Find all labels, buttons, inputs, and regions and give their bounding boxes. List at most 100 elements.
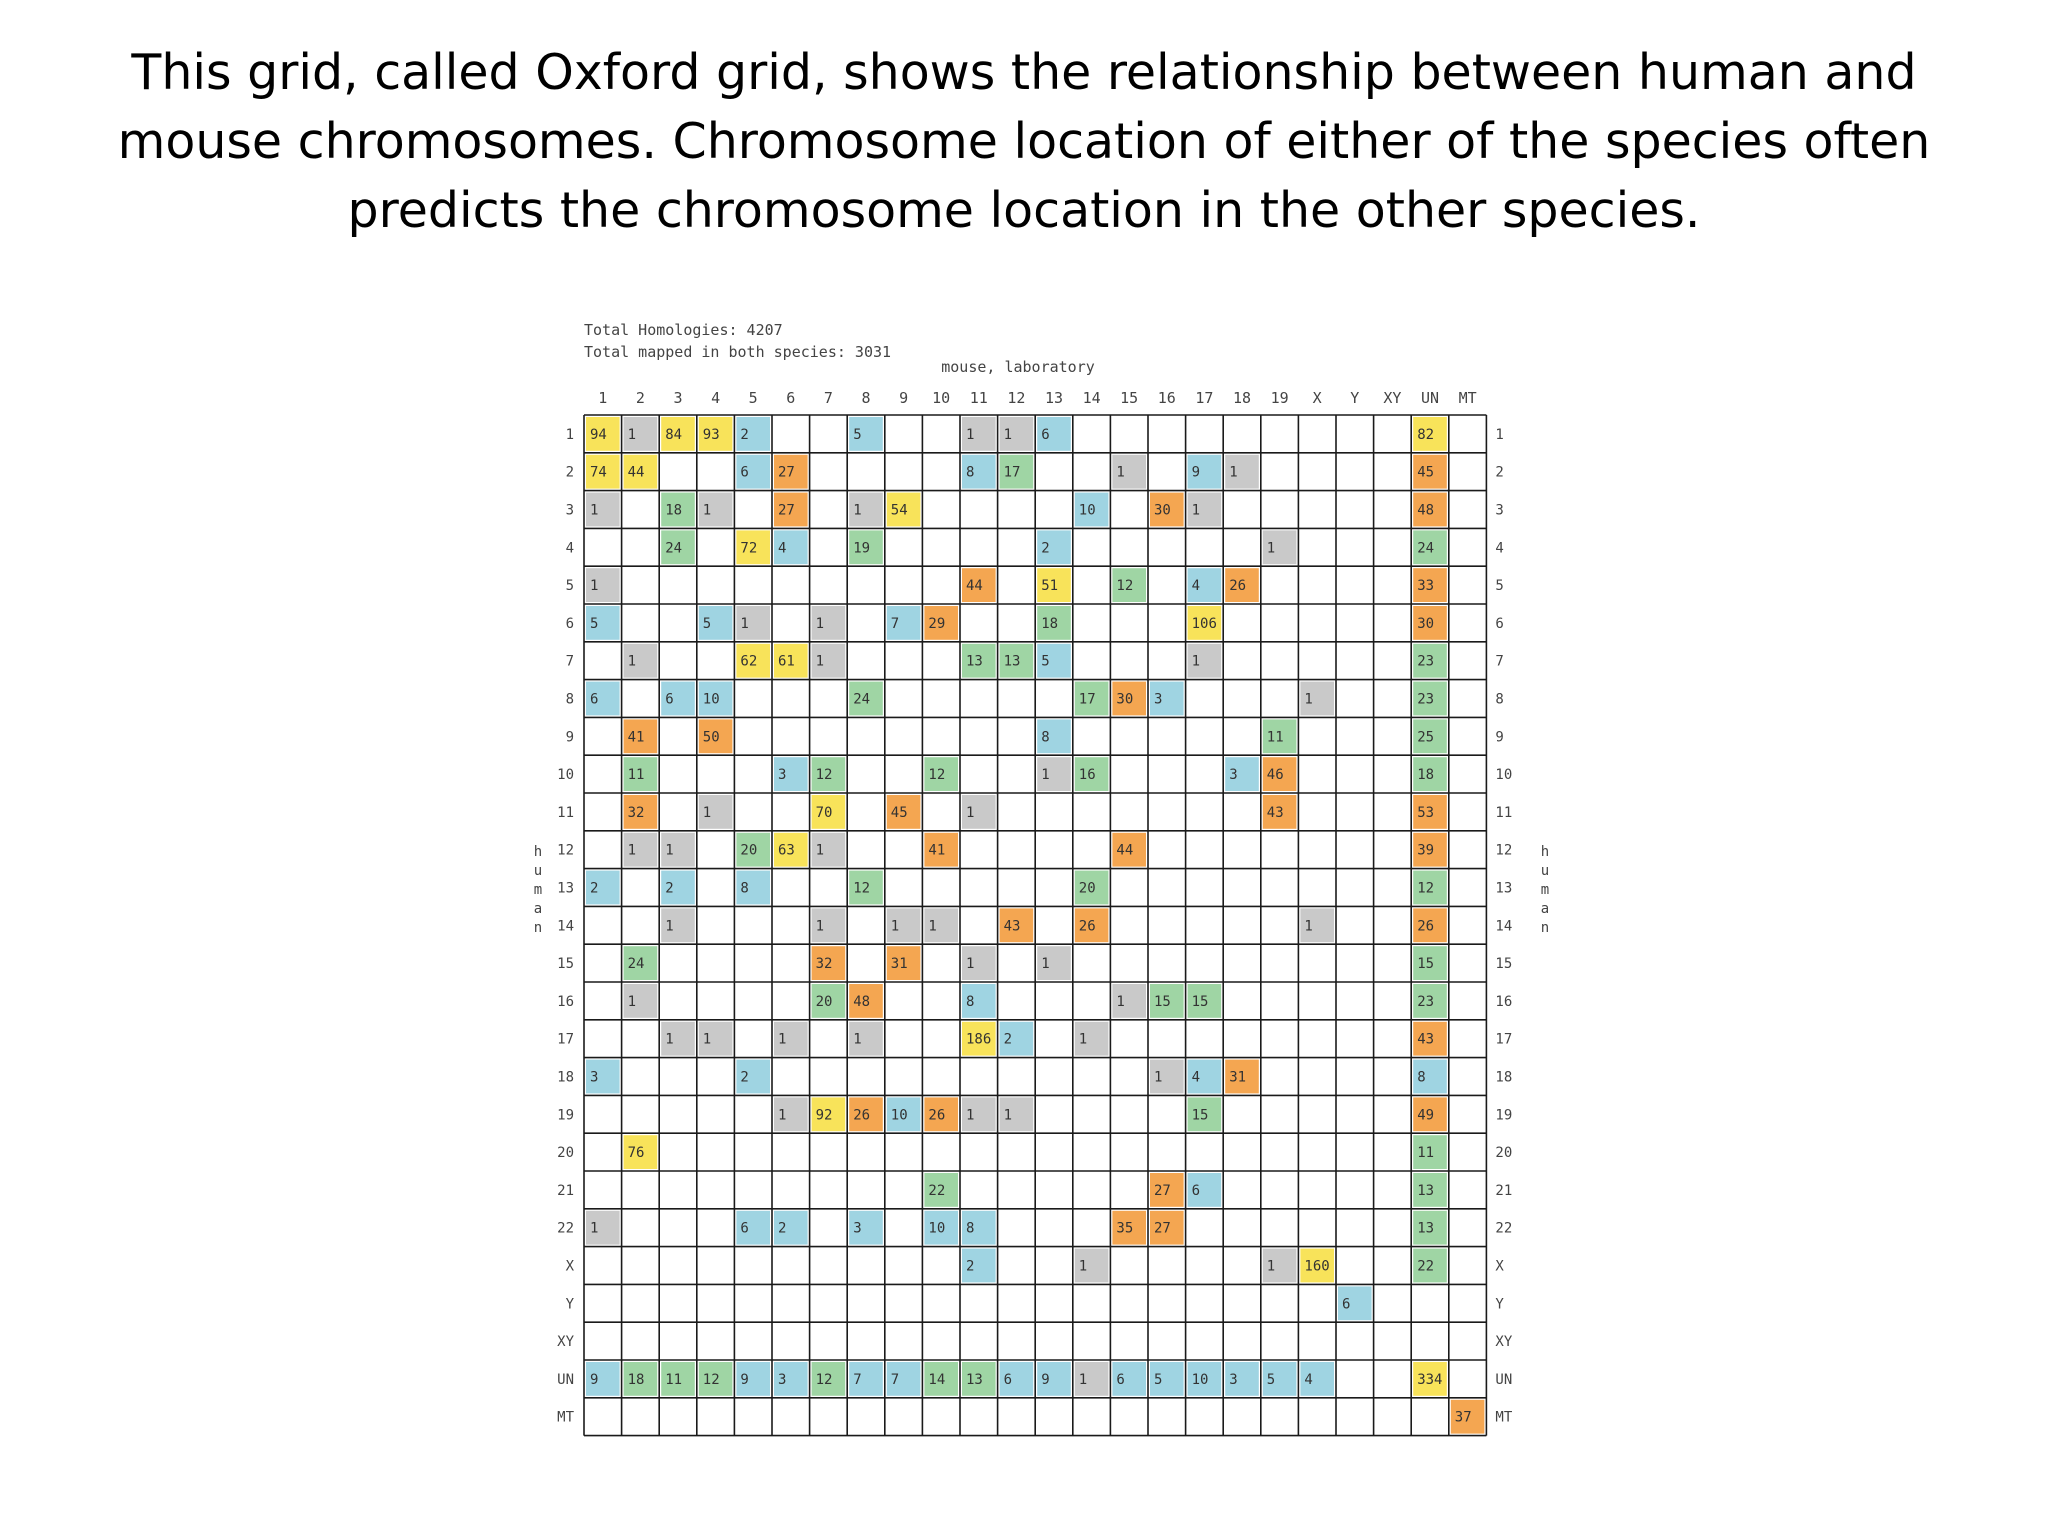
cell-fill <box>623 1135 658 1169</box>
cell-value: 18 <box>665 503 682 519</box>
grid-cell: 1 <box>698 795 733 829</box>
cell-value: 1 <box>665 1032 673 1048</box>
cell-fill <box>1413 417 1447 451</box>
cell-fill <box>962 1362 996 1396</box>
cell-fill <box>811 946 846 980</box>
row-label: 15 <box>557 956 574 972</box>
cell-fill <box>924 757 958 791</box>
cell-value: 48 <box>1417 503 1434 519</box>
cell-value: 5 <box>853 427 861 443</box>
grid-cell: 1 <box>1300 681 1334 716</box>
cell-value: 13 <box>966 654 983 670</box>
cell-value: 3 <box>590 1070 598 1086</box>
cell-fill <box>1074 870 1109 905</box>
cell-value: 1 <box>628 427 636 443</box>
grid-cell: 17 <box>1074 681 1109 716</box>
cell-fill <box>849 984 883 1018</box>
row-label-right: 16 <box>1495 994 1512 1010</box>
cell-value: 26 <box>928 1107 945 1123</box>
cell-fill <box>849 492 883 527</box>
grid-cell: 94 <box>586 417 620 451</box>
cell-value: 13 <box>1417 1221 1434 1237</box>
cell-value: 20 <box>816 994 833 1010</box>
row-label: 6 <box>566 616 574 632</box>
cell-value: 1 <box>1304 692 1312 708</box>
grid-cell: 5 <box>849 417 883 451</box>
grid-cell: 5 <box>1150 1362 1184 1396</box>
grid-cell: 12 <box>811 1362 846 1396</box>
cell-fill <box>1300 908 1334 943</box>
cell-value: 12 <box>928 767 945 783</box>
cell-value: 7 <box>891 1372 899 1388</box>
cell-value: 23 <box>1417 994 1434 1010</box>
cell-fill <box>962 795 996 829</box>
grid-cell: 2 <box>586 870 620 905</box>
row-label-right: Y <box>1495 1296 1504 1312</box>
cell-fill <box>886 795 921 829</box>
cell-fill <box>774 1362 808 1396</box>
grid-cell: 23 <box>1413 984 1447 1018</box>
cell-fill <box>1074 681 1109 716</box>
cell-value: 22 <box>928 1183 945 1199</box>
grid-cell: 32 <box>623 795 658 829</box>
grid-cell: 9 <box>1187 454 1222 489</box>
cell-value: 3 <box>1229 1372 1237 1388</box>
column-label: 14 <box>1083 389 1101 407</box>
grid-cell: 1 <box>623 643 658 678</box>
cell-value: 1 <box>628 843 636 859</box>
cell-fill <box>1300 1362 1334 1396</box>
grid-cell: 2 <box>736 417 770 451</box>
cell-value: 11 <box>628 767 645 783</box>
cell-value: 41 <box>928 843 945 859</box>
cell-fill <box>1413 1021 1447 1056</box>
row-label: 12 <box>557 843 574 859</box>
cell-fill <box>1413 530 1447 565</box>
cell-fill <box>999 1021 1034 1056</box>
grid-cell: 33 <box>1413 568 1447 602</box>
row-label: 5 <box>566 578 574 594</box>
cell-value: 1 <box>1041 956 1049 972</box>
cell-value: 24 <box>853 692 870 708</box>
grid-cell: 1 <box>661 908 695 943</box>
cell-fill <box>962 984 996 1018</box>
grid-cell: 1 <box>999 417 1034 451</box>
cell-value: 33 <box>1417 578 1434 594</box>
cell-fill <box>586 417 620 451</box>
cell-value: 1 <box>665 843 673 859</box>
cell-value: 2 <box>740 427 748 443</box>
cell-value: 334 <box>1417 1372 1442 1388</box>
grid-cell: 1 <box>1262 1248 1297 1283</box>
cell-fill <box>962 417 996 451</box>
cell-fill <box>586 1362 620 1396</box>
grid-cell: 18 <box>661 492 695 527</box>
cell-fill <box>1112 832 1146 867</box>
cell-value: 1 <box>703 1032 711 1048</box>
cell-value: 13 <box>1417 1183 1434 1199</box>
cell-fill <box>1413 568 1447 602</box>
row-label-right: 15 <box>1495 956 1512 972</box>
grid-cell: 43 <box>999 908 1034 943</box>
cell-fill <box>1112 454 1146 489</box>
grid-cell: 1 <box>1300 908 1334 943</box>
cell-fill <box>623 1362 658 1396</box>
grid-cell: 9 <box>1037 1362 1071 1396</box>
grid-cell: 27 <box>774 492 808 527</box>
grid-cell: 4 <box>1187 568 1222 602</box>
cell-fill <box>1074 492 1109 527</box>
column-label: 16 <box>1158 389 1176 407</box>
cell-fill <box>1150 1362 1184 1396</box>
cell-fill <box>623 832 658 867</box>
cell-value: 45 <box>891 805 908 821</box>
cell-fill <box>811 832 846 867</box>
cell-value: 1 <box>778 1107 786 1123</box>
grid-cell: 1 <box>1262 530 1297 565</box>
cell-fill <box>1413 719 1447 754</box>
cell-value: 1 <box>1267 1259 1275 1275</box>
grid-cell: 1 <box>586 1210 620 1245</box>
row-labels-right: 12345678910111213141516171819202122XYXYU… <box>1495 427 1512 1426</box>
cell-value: 62 <box>740 654 757 670</box>
grid-cell: 6 <box>1112 1362 1146 1396</box>
grid-cell: 31 <box>886 946 921 980</box>
grid-cell: 37 <box>1450 1399 1485 1434</box>
cell-value: 1 <box>966 956 974 972</box>
